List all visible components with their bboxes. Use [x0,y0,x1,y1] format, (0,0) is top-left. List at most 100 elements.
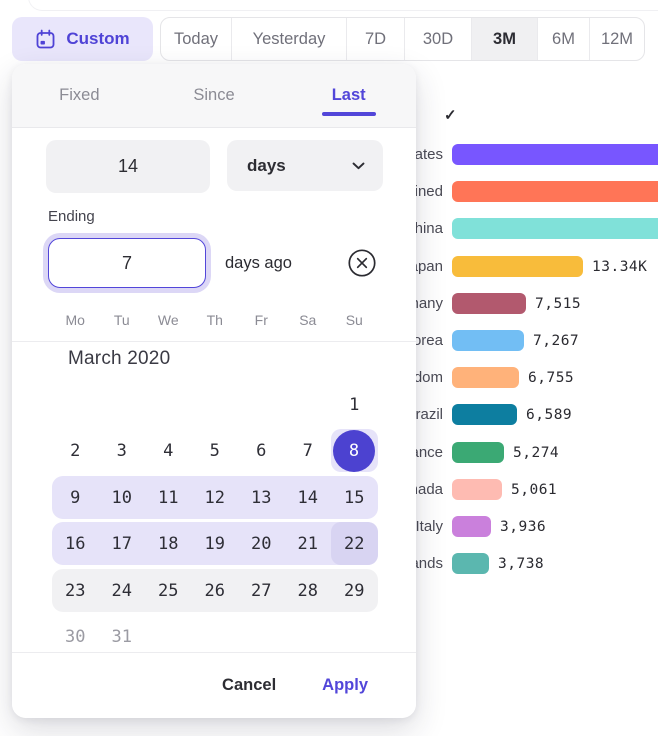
calendar-day[interactable]: 4 [163,441,174,462]
range-30d[interactable]: 30D [404,18,471,60]
chart-bar[interactable] [452,256,583,277]
calendar-day-muted[interactable]: 31 [111,626,132,647]
range-end-cell [331,522,378,566]
chart-bar[interactable] [452,404,517,425]
chevron-down-icon [352,162,365,170]
range-3m[interactable]: 3M [471,18,537,60]
calendar-day[interactable]: 13 [251,487,272,508]
weekday-label: Mo [65,312,85,328]
month-title: March 2020 [68,348,171,369]
calendar-day[interactable]: 15 [344,487,365,508]
tab-fixed[interactable]: Fixed [59,86,100,104]
calendar-day[interactable]: 9 [70,487,81,508]
calendar-day[interactable]: 23 [65,580,86,601]
divider [12,341,416,342]
calendar-day[interactable]: 27 [251,580,272,601]
range-6m[interactable]: 6M [537,18,589,60]
weekday-label: We [157,312,179,328]
weekday-header-row: Mo Tu We Th Fr Sa Su [52,312,378,328]
calendar-day[interactable]: 17 [111,534,132,555]
calendar-grid: 1 8 2 3 4 5 6 7 9 [52,382,378,660]
calendar-day[interactable]: 22 [344,534,365,555]
popover-footer: Cancel Apply [12,652,416,718]
calendar-day-muted[interactable]: 30 [65,626,86,647]
chart-bar[interactable] [452,293,526,314]
duration-amount-input[interactable] [46,140,210,193]
empty-day-cell [285,614,332,660]
calendar-day[interactable]: 3 [116,441,127,462]
chart-row-value: 5,061 [511,482,558,498]
weekday-label: Sa [299,312,317,328]
calendar-day[interactable]: 12 [204,487,225,508]
calendar-day[interactable]: 24 [111,580,132,601]
date-range-segmented-control: Today Yesterday 7D 30D 3M 6M 12M [160,17,645,61]
duration-unit-select[interactable]: days [227,140,383,191]
chart-bar[interactable] [452,144,658,165]
empty-day-cell [285,382,332,428]
calendar-day[interactable]: 26 [204,580,225,601]
calendar-day[interactable]: 7 [302,441,313,462]
excluded-band [52,568,378,612]
popover-tabs: Fixed Since Last [12,64,416,128]
empty-day-cell [192,614,239,660]
calendar-week: 9 10 11 12 13 14 15 [52,475,378,521]
chart-bar[interactable] [452,330,524,351]
custom-range-button[interactable]: Custom [12,17,153,61]
range-yesterday[interactable]: Yesterday [231,18,346,60]
empty-day-cell [238,614,285,660]
weekday-label: Su [345,312,363,328]
chart-row: Italy 3,936 [0,516,658,537]
weekday-label: Tu [113,312,130,328]
empty-day-cell [192,382,239,428]
calendar-day[interactable]: 28 [297,580,318,601]
calendar-day[interactable]: 29 [344,580,365,601]
custom-range-label: Custom [66,29,130,48]
chart-bar[interactable] [452,553,489,574]
chart-bar[interactable] [452,181,658,202]
calendar-day[interactable]: 1 [349,395,360,415]
empty-day-cell [145,382,192,428]
chart-row-value: 5,274 [513,445,560,461]
apply-button[interactable]: Apply [322,676,368,694]
range-12m[interactable]: 12M [589,18,644,60]
cancel-button[interactable]: Cancel [222,676,277,694]
chart-row-value: 7,515 [535,296,582,312]
range-7d[interactable]: 7D [346,18,404,60]
calendar-day[interactable]: 14 [297,487,318,508]
date-picker-popover: Fixed Since Last days Ending days ago [12,64,416,718]
chart-bar[interactable] [452,218,658,239]
calendar-day[interactable]: 11 [158,487,179,508]
chart-bar[interactable] [452,367,519,388]
empty-day-cell [238,382,285,428]
calendar-day[interactable]: 2 [70,441,81,462]
chart-row-value: 3,738 [498,556,545,572]
calendar-day[interactable]: 18 [158,534,179,555]
calendar-day[interactable]: 19 [204,534,225,555]
check-icon: ✓ [444,107,457,124]
chart-bar[interactable] [452,442,504,463]
tab-since[interactable]: Since [193,86,235,104]
chart-bar[interactable] [452,479,502,500]
tab-last[interactable]: Last [331,86,366,104]
calendar-day-selected[interactable]: 8 [333,430,375,473]
calendar-day[interactable]: 6 [256,441,267,462]
ending-label: Ending [48,208,95,225]
clear-button[interactable] [347,248,377,278]
chart-row-value: 7,267 [533,333,580,349]
calendar-day[interactable]: 10 [111,487,132,508]
calendar-day[interactable]: 5 [209,441,220,462]
chart-bar[interactable] [452,516,491,537]
calendar-day[interactable]: 16 [65,534,86,555]
calendar-day[interactable]: 20 [251,534,272,555]
calendar-day[interactable]: 21 [297,534,318,555]
chart-row-value: 3,936 [500,519,547,535]
calendar-day[interactable]: 25 [158,580,179,601]
empty-day-cell [52,382,99,428]
ending-offset-input[interactable] [48,238,206,288]
calendar-week: 8 2 3 4 5 6 7 [52,428,378,474]
chart-row-label: Italy [415,518,443,535]
chart-row-value: 13.34K [592,259,648,275]
weekday-label: Th [206,312,223,328]
range-today[interactable]: Today [173,29,219,48]
x-circle-icon [347,248,377,278]
